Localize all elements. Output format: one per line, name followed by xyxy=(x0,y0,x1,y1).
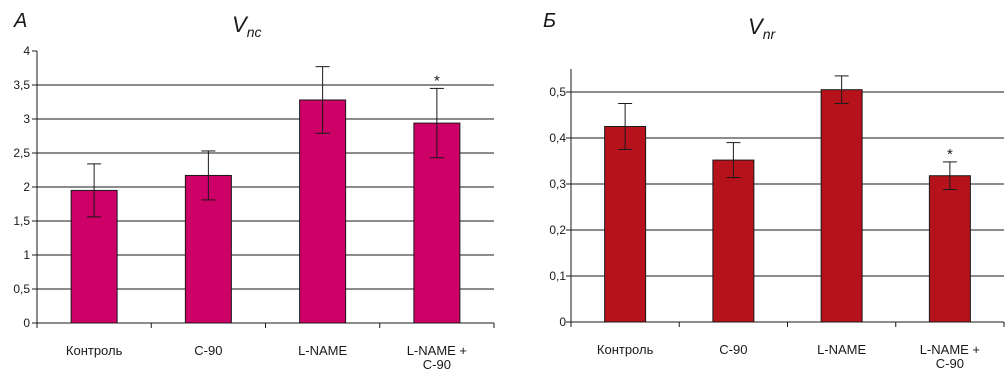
significance-marker: * xyxy=(947,146,953,163)
bar xyxy=(70,189,118,324)
panel-label: А xyxy=(13,10,27,32)
x-tick-label: С-90 xyxy=(719,342,747,357)
chart-title-subscript: nc xyxy=(247,24,262,40)
x-tick-label: С-90 xyxy=(194,343,222,358)
bar xyxy=(820,89,863,323)
y-tick-label: 0,5 xyxy=(13,282,30,296)
chart-panel-2: Б Vnr 0 0,1 0,2 0,3 0,4 0,5 Контроль С-90 L-NAME * L… xyxy=(543,10,1005,371)
y-tick-label: 0,1 xyxy=(549,269,566,283)
x-tick-label: L-NAME xyxy=(298,343,347,358)
x-tick-label-line: С-90 xyxy=(194,343,222,358)
bar xyxy=(928,175,971,323)
y-tick-label: 3 xyxy=(23,112,30,126)
x-tick-label-line: L-NAME + xyxy=(407,343,467,358)
y-tick-label: 0,5 xyxy=(549,85,566,99)
y-tick-label: 1,5 xyxy=(13,214,30,228)
bar xyxy=(604,126,647,323)
chart-title-subscript: nr xyxy=(763,26,777,42)
y-tick-label: 3,5 xyxy=(13,78,30,92)
x-tick-label-line: Контроль xyxy=(597,342,654,357)
chart-title: Vnr xyxy=(748,14,776,42)
x-tick-label-line: L-NAME xyxy=(298,343,347,358)
y-tick-label: 2 xyxy=(23,180,30,194)
y-tick-label: 0 xyxy=(23,316,30,330)
bar xyxy=(299,99,347,324)
x-tick-label: Контроль xyxy=(597,342,654,357)
y-tick-label: 0,2 xyxy=(549,223,566,237)
chart-title: Vnc xyxy=(232,12,261,40)
panel-label: Б xyxy=(543,10,556,32)
x-tick-label-line: С-90 xyxy=(423,357,451,372)
y-tick-label: 2,5 xyxy=(13,146,30,160)
y-tick-label: 4 xyxy=(23,44,30,58)
x-tick-label-line: С-90 xyxy=(936,356,964,371)
x-tick-label-line: С-90 xyxy=(719,342,747,357)
y-tick-label: 0,3 xyxy=(549,177,566,191)
x-tick-label-line: Контроль xyxy=(66,343,123,358)
bar xyxy=(712,159,755,323)
x-tick-label: Контроль xyxy=(66,343,123,358)
significance-marker: * xyxy=(434,72,440,89)
y-tick-label: 1 xyxy=(23,248,30,262)
y-tick-label: 0 xyxy=(559,315,566,329)
x-tick-label: L-NAME xyxy=(817,342,866,357)
x-tick-label-line: L-NAME + xyxy=(920,342,980,357)
y-tick-label: 0,4 xyxy=(549,131,566,145)
chart-panel-1: А Vnc 0 0,5 1 1,5 2 2,5 3 3,5 4 Контроль С-90 L-NAME *… xyxy=(13,10,495,372)
chart-title-main: V xyxy=(748,14,765,39)
chart-title-main: V xyxy=(232,12,249,37)
x-tick-label: L-NAME + С-90 xyxy=(920,342,980,371)
x-tick-label-line: L-NAME xyxy=(817,342,866,357)
x-tick-label: L-NAME + С-90 xyxy=(407,343,467,372)
